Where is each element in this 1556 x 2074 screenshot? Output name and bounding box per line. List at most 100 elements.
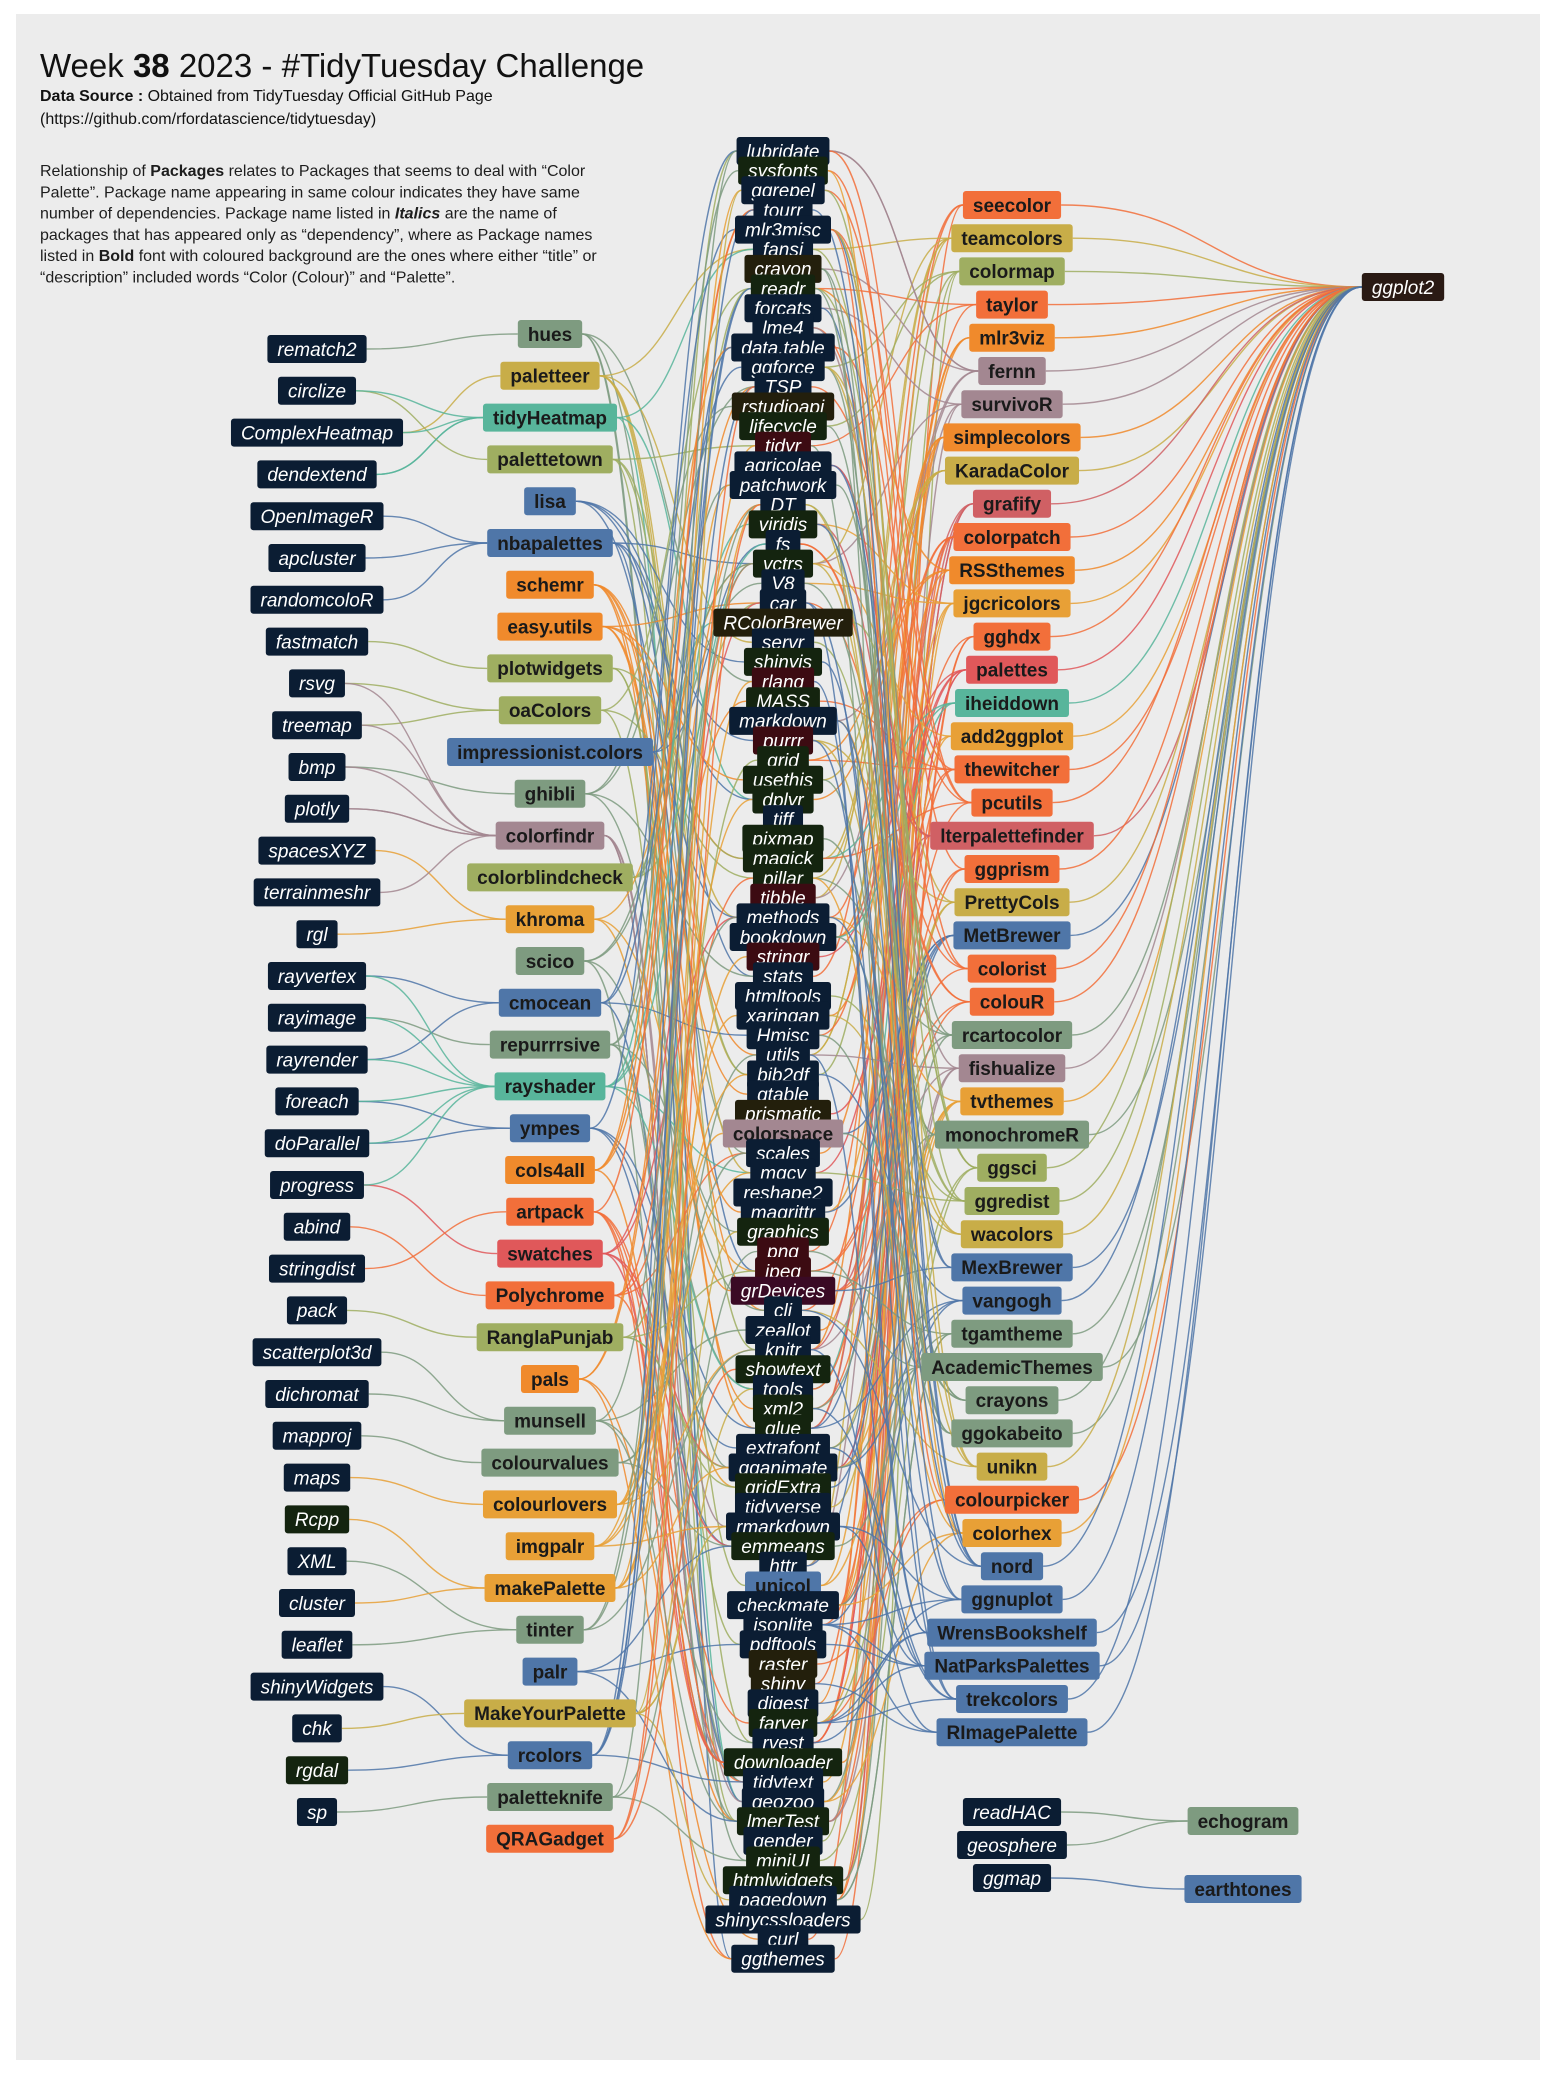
link-col2-col3	[617, 248, 753, 419]
node-swatches: swatches	[497, 1239, 603, 1268]
link-col2-col3	[592, 346, 732, 1756]
link-col4-hub	[1070, 286, 1362, 605]
link-col2-col3	[613, 386, 755, 1840]
node-label: easy.utils	[507, 617, 592, 638]
link-dep-col1	[345, 766, 515, 795]
link-col2-col3	[592, 386, 755, 1756]
link-col3-col4	[817, 1665, 925, 1724]
link-col2-col3	[579, 1378, 732, 1960]
node-label: ggthemes	[741, 1950, 825, 1971]
link-col2-col3	[594, 1525, 727, 1547]
node-label: palettetown	[497, 450, 603, 471]
link-col3-col4	[829, 150, 972, 804]
node-label: lisa	[534, 492, 566, 513]
node-label: rematch2	[277, 340, 357, 361]
node-rcpp: Rcpp	[284, 1505, 350, 1534]
node-label: monochromeR	[945, 1125, 1079, 1146]
link-col4-hub	[1046, 286, 1362, 1169]
link-col2-col3	[594, 918, 756, 1272]
node-rssthemes: RSSthemes	[949, 556, 1075, 585]
node-label: survivoR	[971, 395, 1053, 416]
node-repurrrsive: repurrrsive	[489, 1030, 611, 1059]
node-label: unikn	[987, 1457, 1038, 1478]
node-label: taylor	[986, 295, 1038, 316]
node-label: KaradaColor	[955, 461, 1070, 482]
node-label: mapproj	[283, 1427, 352, 1448]
link-col3-col4	[830, 228, 952, 1269]
description: Relationship of Packages relates to Pack…	[40, 163, 597, 287]
node-bmp: bmp	[288, 753, 346, 781]
link-col3-col4	[810, 1067, 959, 1351]
link-col3-col4	[839, 1525, 962, 1601]
link-dep-col1	[361, 724, 496, 837]
link-col3-col4	[817, 1499, 945, 1724]
link-col3-col4	[824, 189, 972, 804]
node-rimagepalette: RImagePalette	[936, 1718, 1088, 1747]
link-col3-col4	[805, 504, 977, 1468]
node-shinycssloaders: shinycssloaders	[705, 1905, 861, 1934]
node-label: readHAC	[973, 1803, 1051, 1824]
node-label: shinycssloaders	[715, 1910, 851, 1931]
description-line: Palette”. Package name appearing in same…	[40, 184, 580, 201]
link-col4-hub	[1079, 286, 1362, 1501]
link-dep-col1	[349, 1518, 485, 1589]
link-col2-col3	[593, 584, 731, 1292]
node-label: rgl	[306, 925, 328, 946]
node-label: rcolors	[518, 1746, 582, 1767]
node-label: pals	[531, 1370, 569, 1391]
link-col3-col4	[839, 1525, 925, 1667]
node-label: crayons	[976, 1391, 1049, 1412]
link-col2-col3	[617, 416, 753, 801]
node-mlr3viz: mlr3viz	[969, 323, 1055, 352]
link-col4-hub	[1063, 286, 1362, 1235]
node-shinywidgets: shinyWidgets	[250, 1672, 384, 1701]
link-col3-col4	[818, 270, 960, 1076]
node-paletteknife: paletteknife	[487, 1783, 613, 1811]
node-label: colourpicker	[955, 1491, 1070, 1512]
node-foreach: foreach	[275, 1087, 359, 1116]
link-col2-col3	[595, 1420, 737, 1822]
link-col3-col4	[817, 1631, 928, 1724]
link-col4-hub	[1061, 286, 1362, 1534]
link-col3-col4	[808, 1250, 922, 1368]
node-taylor: taylor	[976, 290, 1048, 319]
node-label: Polychrome	[496, 1286, 605, 1307]
node-nord: nord	[980, 1552, 1044, 1581]
description-line: Relationship of Packages relates to Pack…	[40, 163, 586, 180]
node-ghibli: ghibli	[514, 779, 586, 808]
link-col3-col4	[813, 877, 963, 1534]
link-col2-col3	[635, 1525, 727, 1715]
node-grdevices: grDevices	[730, 1276, 836, 1305]
node-ranglapunjab: RanglaPunjab	[476, 1323, 624, 1352]
node-ggnuplot: ggnuplot	[961, 1585, 1063, 1614]
node-monochromer: monochromeR	[934, 1120, 1090, 1149]
link-dep-col1	[363, 1085, 495, 1186]
link-col4-hub	[1099, 286, 1362, 1667]
node-label: palr	[533, 1662, 568, 1683]
node-geosphere: geosphere	[957, 1831, 1067, 1859]
node-colourvalues: colourvalues	[481, 1448, 619, 1477]
node-chk: chk	[292, 1714, 342, 1743]
link-col3-col4	[829, 901, 955, 1449]
link-col3-col4	[817, 1167, 978, 1724]
link-col3-col4	[822, 1598, 962, 1626]
node-xml: XML	[287, 1547, 347, 1576]
node-label: palettes	[976, 661, 1048, 682]
link-col3-col4	[815, 237, 952, 899]
link-col2-col3	[610, 169, 739, 1046]
node-stringdist: stringdist	[268, 1254, 366, 1283]
link-col4-hub	[1063, 286, 1362, 1103]
link-dep-col1	[356, 390, 483, 419]
node-label: scico	[526, 952, 575, 973]
node-colorhex: colorhex	[962, 1519, 1062, 1547]
node-teamcolors: teamcolors	[951, 224, 1073, 253]
description-line: number of dependencies. Package name lis…	[40, 206, 557, 223]
node-nbapalettes: nbapalettes	[487, 529, 613, 557]
node-artpack: artpack	[506, 1197, 594, 1226]
link-dep-col1	[366, 1017, 495, 1088]
link-col4-hub	[1069, 286, 1362, 771]
link-col3-col4	[822, 1624, 937, 1733]
node-dendextend: dendextend	[257, 460, 377, 489]
link-col4-hub	[1050, 286, 1362, 638]
node-label: Rcpp	[295, 1510, 339, 1531]
